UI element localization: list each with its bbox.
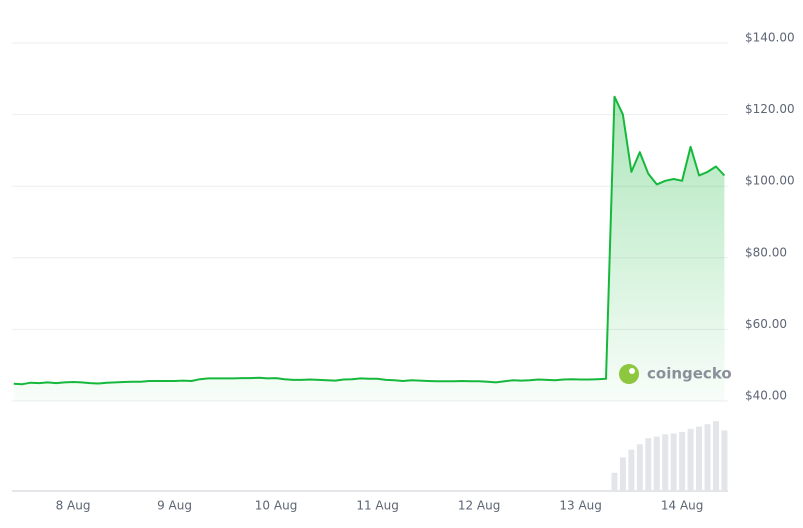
volume-bar	[645, 438, 652, 492]
x-tick-label: 14 Aug	[661, 499, 704, 513]
x-tick-label: 12 Aug	[458, 499, 501, 513]
volume-bar	[704, 424, 711, 492]
volume-bar	[670, 433, 677, 492]
price-line	[13, 95, 726, 386]
x-tick-label: 11 Aug	[356, 499, 399, 513]
y-tick-label: $120.00	[745, 102, 795, 116]
price-area	[13, 96, 725, 401]
x-tick-label: 9 Aug	[157, 499, 192, 513]
watermark: coingecko	[619, 364, 732, 384]
y-tick-label: $80.00	[745, 245, 787, 259]
logo-eye	[629, 368, 635, 374]
volume-bar	[712, 421, 719, 492]
volume-bar	[662, 434, 669, 492]
volume-bar	[611, 472, 618, 492]
y-tick-label: $40.00	[745, 389, 787, 403]
volume-bar	[628, 449, 635, 492]
volume-bar	[687, 428, 694, 492]
logo	[619, 364, 639, 384]
volume-bar	[679, 431, 686, 492]
volume-bar	[696, 426, 703, 492]
x-tick-label: 13 Aug	[559, 499, 602, 513]
x-tick-label: 10 Aug	[255, 499, 298, 513]
y-tick-label: $60.00	[745, 317, 787, 331]
watermark-text: coingecko	[647, 365, 732, 383]
volume-bar	[653, 436, 660, 492]
volume-bar	[636, 444, 643, 492]
y-tick-label: $100.00	[745, 174, 795, 188]
volume-bar	[619, 457, 626, 492]
x-tick-label: 8 Aug	[56, 499, 91, 513]
y-tick-label: $140.00	[745, 31, 795, 45]
volume-bar	[721, 430, 728, 492]
